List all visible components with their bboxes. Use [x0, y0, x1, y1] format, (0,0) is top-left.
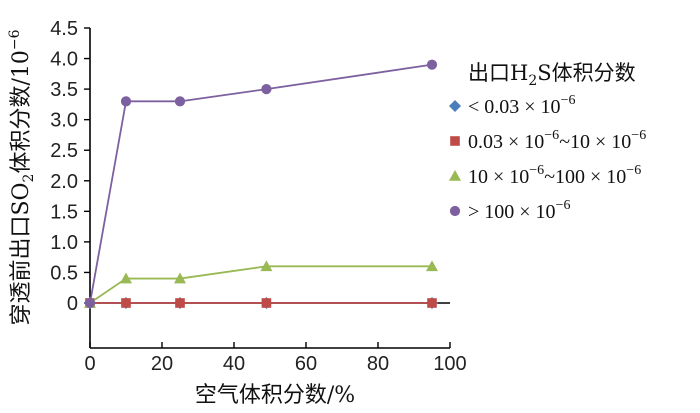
- data-point: [120, 96, 132, 107]
- data-point: [84, 297, 96, 309]
- data-point: [175, 298, 185, 308]
- y-tick-label: 3.0: [50, 110, 78, 132]
- y-tick-label: 1.5: [50, 201, 78, 223]
- x-tick-labels: 0 20 40 60 80 100: [84, 353, 466, 375]
- legend: 出口H2S体积分数 < 0.03 × 10−60.03 × 10−6~10 × …: [449, 61, 646, 223]
- y-tick-label: 2.0: [50, 171, 78, 193]
- data-point: [174, 96, 186, 107]
- series-layer: [84, 59, 438, 309]
- y-axis-title-main: 穿透前出口SO: [9, 182, 34, 325]
- y-tick-label: 0: [67, 293, 78, 315]
- legend-label: > 100 × 10−6: [468, 198, 570, 223]
- legend-title: 出口H2S体积分数: [468, 61, 636, 89]
- legend-title-subscript: 2: [528, 73, 537, 89]
- legend-label-part: > 100 × 10: [468, 201, 556, 223]
- legend-label: 10 × 10−6~100 × 10−6: [468, 163, 641, 188]
- data-point: [427, 298, 437, 308]
- data-point: [120, 272, 132, 284]
- y-tick-label: 3.5: [50, 79, 78, 101]
- y-tick-label: 0.5: [50, 262, 78, 284]
- y-tick-label: 4.5: [50, 18, 78, 40]
- legend-title-rest: S体积分数: [537, 61, 635, 85]
- x-tick-label: 0: [84, 353, 95, 375]
- legend-label-superscript: −6: [529, 163, 544, 178]
- series-circle: [84, 59, 438, 309]
- x-axis-title: 空气体积分数/%: [195, 383, 355, 408]
- data-point: [261, 84, 272, 95]
- x-tick-label: 100: [433, 353, 466, 375]
- x-tick-label: 20: [151, 353, 173, 375]
- y-tick-label: 1.0: [50, 232, 78, 254]
- data-point: [426, 260, 438, 272]
- legend-item: > 100 × 10−6: [449, 198, 570, 223]
- legend-label-part: 0.03 × 10: [468, 131, 544, 153]
- y-tick-label: 2.5: [50, 140, 78, 162]
- legend-label-part: ~10 × 10: [559, 131, 631, 153]
- data-point: [121, 298, 131, 308]
- y-axis-title: 穿透前出口SO2体积分数/10−6: [7, 29, 37, 325]
- legend-label: 0.03 × 10−6~10 × 10−6: [468, 128, 646, 153]
- legend-marker: [449, 100, 461, 112]
- legend-label-part: ~100 × 10: [544, 166, 626, 188]
- x-tick-label: 80: [367, 353, 389, 375]
- y-tick-label: 4.0: [50, 49, 78, 71]
- legend-label-superscript: −6: [556, 198, 571, 213]
- data-point: [426, 59, 438, 70]
- legend-label-part: < 0.03 × 10: [468, 96, 561, 118]
- y-tick-labels: 0 0.5 1.0 1.5 2.0 2.5 3.0 3.5 4.0 4.5: [50, 18, 78, 315]
- legend-items: < 0.03 × 10−60.03 × 10−6~10 × 10−610 × 1…: [449, 93, 646, 223]
- data-point: [260, 260, 273, 272]
- legend-label: < 0.03 × 10−6: [468, 93, 575, 118]
- series-line: [89, 265, 432, 304]
- legend-marker: [449, 205, 461, 217]
- legend-title-main: 出口H: [468, 61, 528, 85]
- data-point: [261, 298, 272, 308]
- legend-label-superscript: −6: [544, 128, 559, 143]
- data-point: [174, 272, 186, 284]
- series-square: [85, 298, 437, 308]
- legend-item: 10 × 10−6~100 × 10−6: [449, 163, 641, 188]
- y-axis-title-subscript: 2: [21, 174, 37, 183]
- legend-label-part: 10 × 10: [468, 166, 529, 188]
- legend-label-superscript: −6: [561, 93, 576, 108]
- x-tick-label: 40: [223, 353, 245, 375]
- legend-marker: [449, 170, 461, 181]
- legend-item: < 0.03 × 10−6: [449, 93, 575, 118]
- legend-item: 0.03 × 10−6~10 × 10−6: [450, 128, 646, 153]
- legend-marker: [450, 136, 460, 146]
- y-axis-title-rest: 体积分数/10: [9, 50, 34, 173]
- legend-label-superscript: −6: [631, 128, 646, 143]
- legend-label-superscript: −6: [626, 163, 641, 178]
- y-axis-title-superscript: −6: [7, 29, 23, 50]
- x-tick-label: 60: [295, 353, 317, 375]
- series-triangle: [84, 260, 438, 308]
